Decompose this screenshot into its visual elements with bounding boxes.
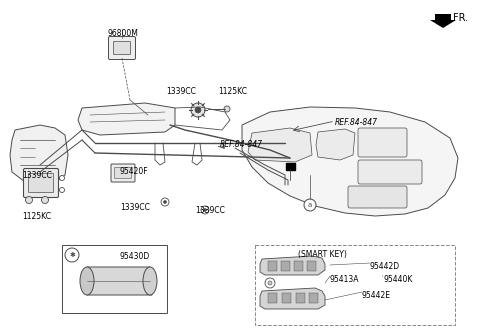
Circle shape bbox=[41, 197, 48, 203]
Circle shape bbox=[195, 107, 201, 113]
Text: 1125KC: 1125KC bbox=[22, 212, 51, 221]
Text: REF.84-847: REF.84-847 bbox=[335, 118, 378, 127]
Text: 95442E: 95442E bbox=[362, 291, 391, 300]
FancyBboxPatch shape bbox=[348, 186, 407, 208]
FancyBboxPatch shape bbox=[358, 128, 407, 157]
Ellipse shape bbox=[143, 267, 157, 295]
Bar bbox=[294, 261, 303, 271]
Bar bbox=[296, 293, 305, 303]
Polygon shape bbox=[260, 288, 325, 309]
Circle shape bbox=[191, 103, 205, 117]
Text: 1125KC: 1125KC bbox=[218, 87, 247, 96]
Circle shape bbox=[268, 281, 272, 285]
FancyBboxPatch shape bbox=[111, 164, 135, 182]
Circle shape bbox=[60, 176, 64, 181]
Text: 1339CC: 1339CC bbox=[166, 87, 196, 96]
Bar bbox=[307, 261, 316, 271]
Circle shape bbox=[201, 206, 209, 214]
Polygon shape bbox=[87, 267, 152, 295]
Text: FR.: FR. bbox=[453, 13, 468, 23]
Bar bbox=[286, 163, 295, 170]
Bar bbox=[309, 293, 318, 303]
Polygon shape bbox=[78, 103, 175, 135]
Circle shape bbox=[224, 106, 230, 112]
Circle shape bbox=[304, 199, 316, 211]
Polygon shape bbox=[316, 129, 355, 160]
Text: a: a bbox=[308, 202, 312, 208]
Text: 95413A: 95413A bbox=[330, 275, 360, 284]
Text: 96800M: 96800M bbox=[108, 29, 139, 38]
Text: (SMART KEY): (SMART KEY) bbox=[298, 250, 347, 259]
Polygon shape bbox=[242, 107, 458, 216]
Circle shape bbox=[164, 201, 167, 203]
Text: 1339CC: 1339CC bbox=[22, 171, 52, 180]
Polygon shape bbox=[430, 14, 456, 28]
FancyBboxPatch shape bbox=[24, 169, 59, 198]
Bar bbox=[268, 261, 277, 271]
Circle shape bbox=[204, 208, 206, 211]
Text: 95430D: 95430D bbox=[120, 252, 150, 261]
Circle shape bbox=[161, 198, 169, 206]
Polygon shape bbox=[248, 128, 312, 162]
Circle shape bbox=[265, 278, 275, 288]
Bar bbox=[62, 245, 167, 313]
Circle shape bbox=[65, 248, 79, 262]
Polygon shape bbox=[10, 125, 68, 185]
Polygon shape bbox=[260, 256, 325, 275]
Text: 1339CC: 1339CC bbox=[195, 206, 225, 215]
FancyBboxPatch shape bbox=[255, 245, 455, 325]
Text: 95440K: 95440K bbox=[383, 275, 412, 284]
FancyBboxPatch shape bbox=[113, 42, 131, 55]
Text: 95420F: 95420F bbox=[120, 167, 149, 176]
FancyBboxPatch shape bbox=[358, 160, 422, 184]
Text: ✱: ✱ bbox=[69, 252, 75, 258]
Text: 95442D: 95442D bbox=[370, 262, 400, 271]
Circle shape bbox=[60, 188, 64, 193]
Text: 1339CC: 1339CC bbox=[120, 203, 150, 212]
Bar bbox=[268, 293, 277, 303]
Bar bbox=[281, 261, 290, 271]
FancyBboxPatch shape bbox=[115, 168, 132, 179]
FancyBboxPatch shape bbox=[108, 37, 135, 60]
Ellipse shape bbox=[80, 267, 94, 295]
FancyBboxPatch shape bbox=[28, 174, 53, 193]
Text: REF.84-847: REF.84-847 bbox=[220, 140, 263, 149]
Circle shape bbox=[25, 197, 33, 203]
Bar bbox=[282, 293, 291, 303]
